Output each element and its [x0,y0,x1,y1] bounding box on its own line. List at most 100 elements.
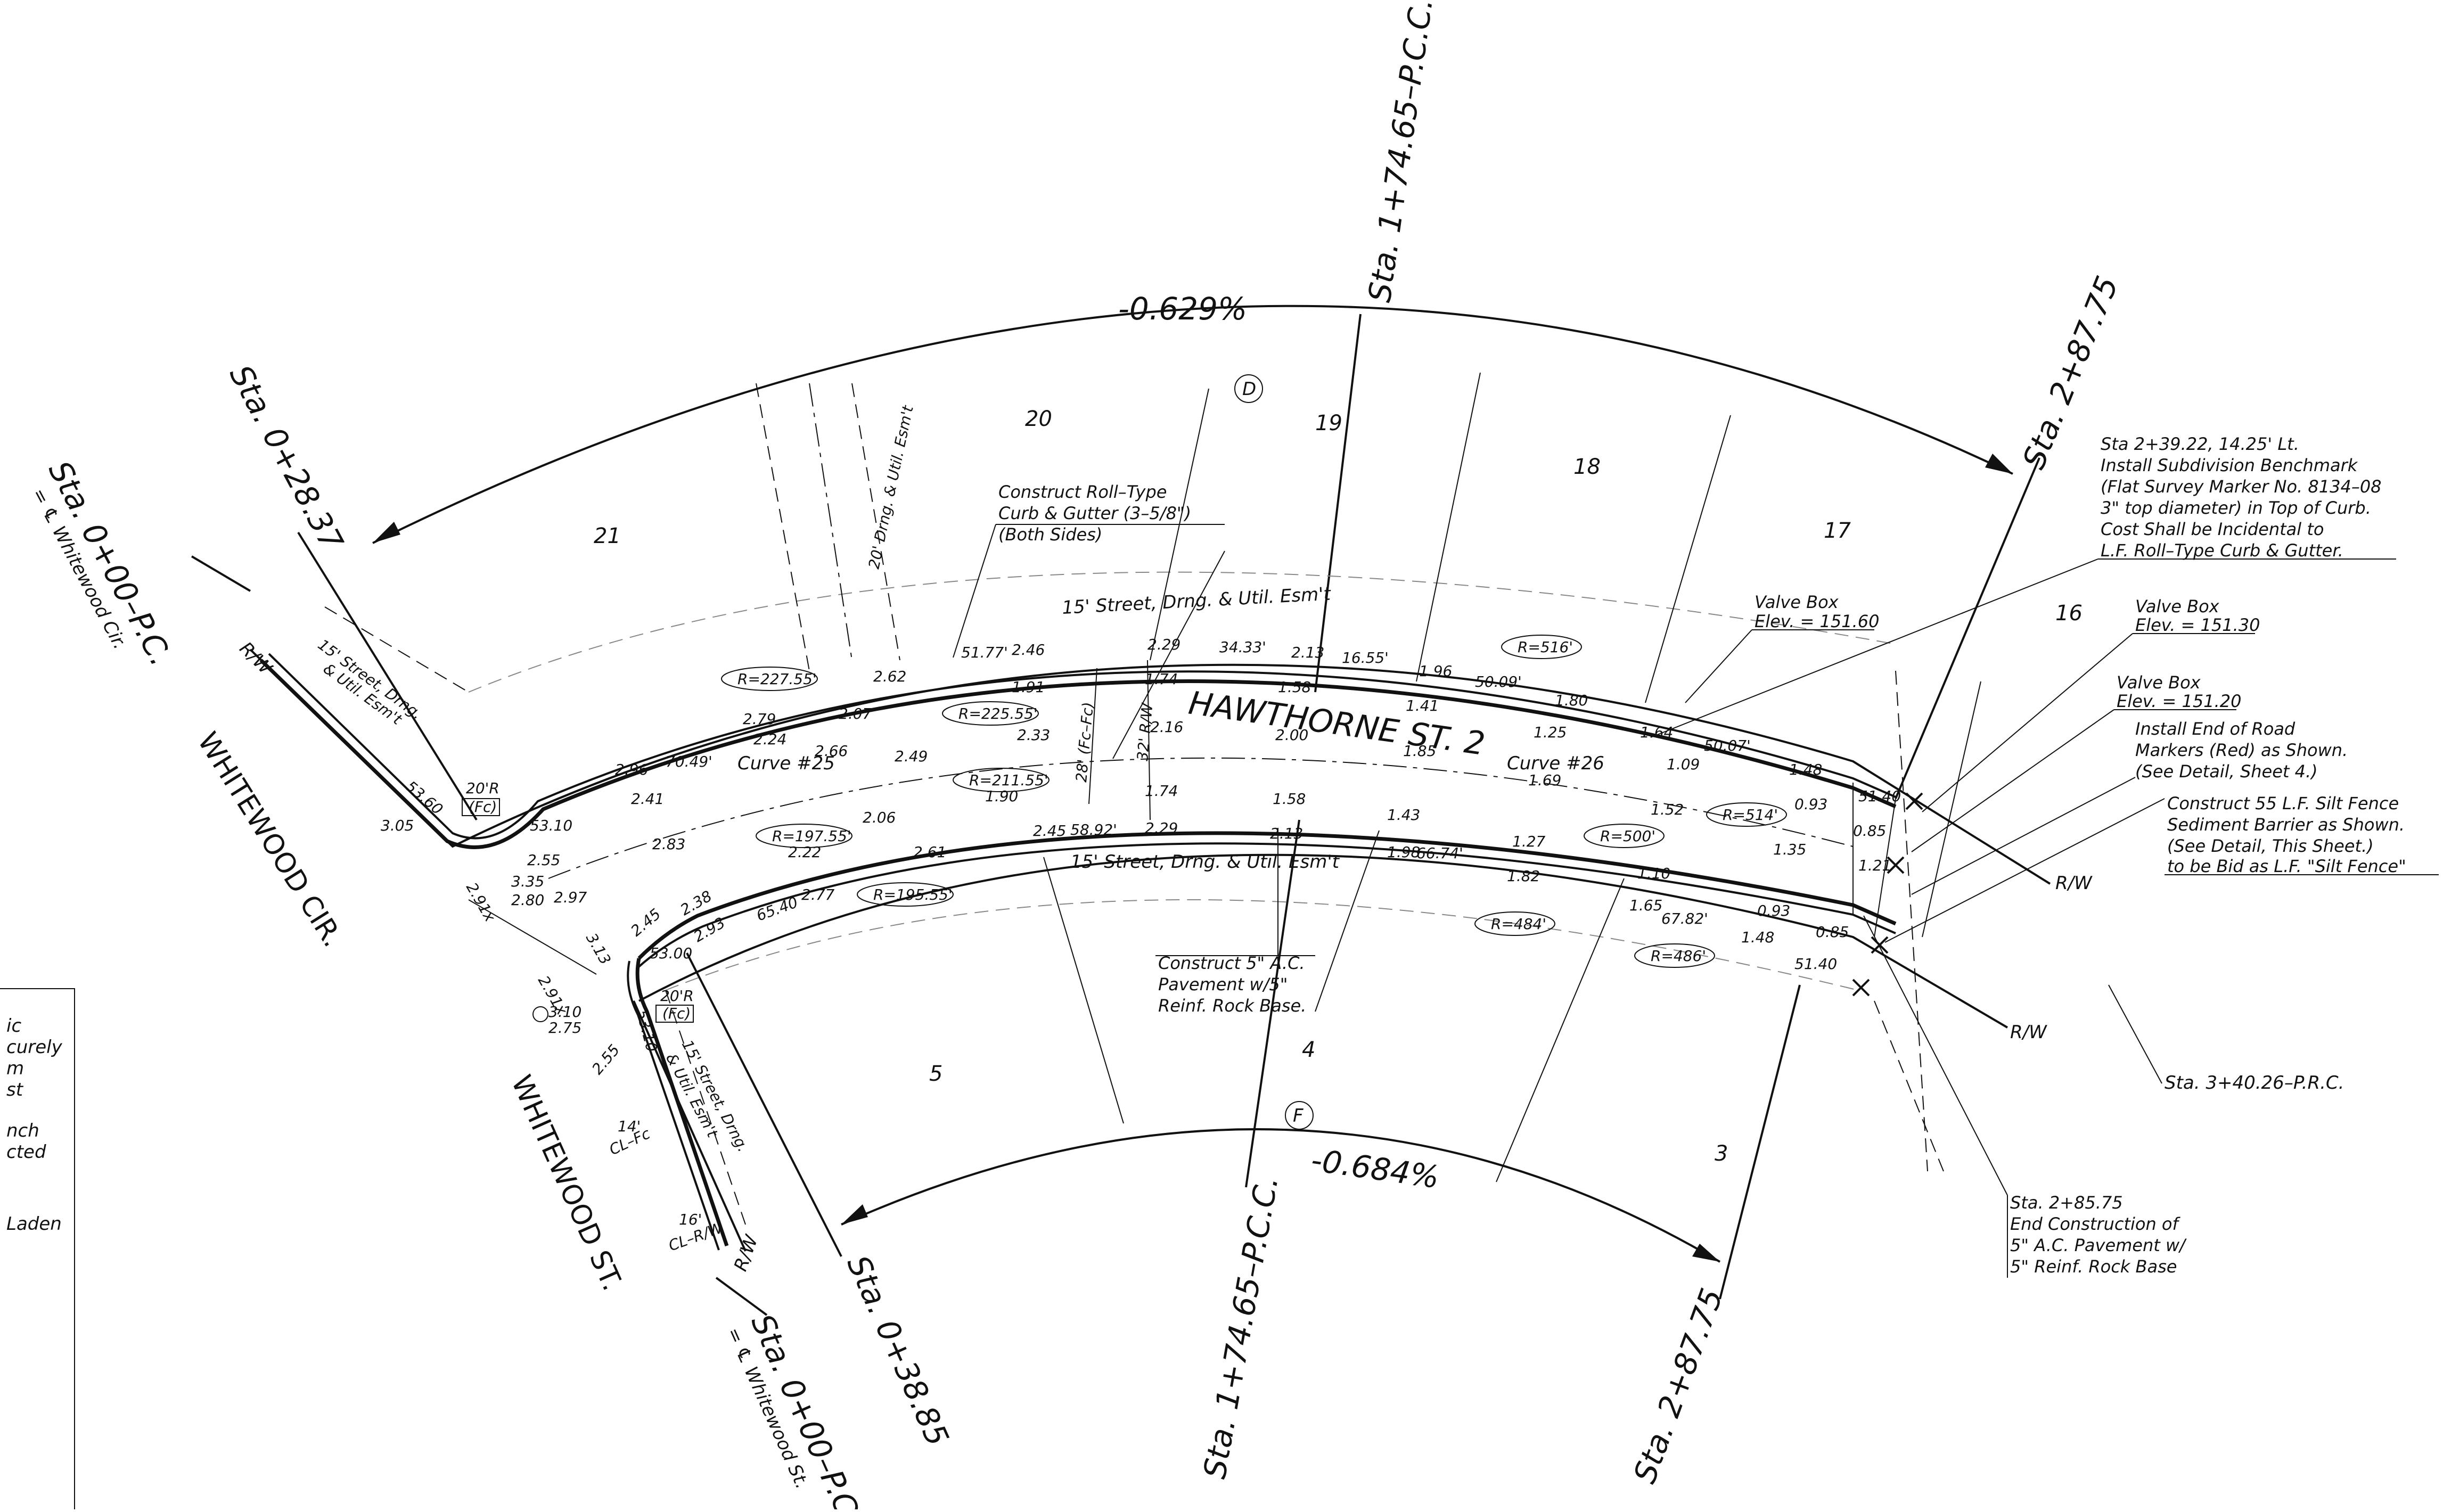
pavement-note-1: Construct 5" A.C. [1158,953,1305,973]
elev-l-11: 2.80 [511,891,544,909]
elev-bot-8: 1.65 [1629,897,1662,914]
street-whitewood-st: WHITEWOOD ST. [505,1071,628,1295]
end-note-1: Sta. 2+85.75 [2010,1193,2123,1213]
radius-486: R=486' [1651,947,1706,965]
curb-note-3: (Both Sides) [998,524,1102,545]
elev-bot-11: 51.40 [1794,955,1837,973]
elev-l-24: 2.55 [588,1041,623,1078]
elev-top-10: 1.64 [1640,724,1673,741]
elev-top-11: 50.07' [1704,737,1751,754]
marker-f: F [1293,1105,1304,1127]
elev-bot-10: 1.48 [1741,928,1774,946]
fc-top-radius: 20'R [466,779,499,797]
end-note-2: End Construction of [2010,1214,2180,1234]
curve-labels: Curve #25 Curve #26 R=227.55' R=225.55' … [721,635,1787,968]
station-0-28-37: Sta. 0+28.37 [223,359,350,557]
curb-gutter [259,653,1897,1251]
elev-top-12: 1.48 [1789,761,1822,778]
radius-516: R=516' [1518,638,1573,656]
benchmark-note-3: (Flat Survey Marker No. 8134–08 [2101,476,2382,497]
legend-fragment-7: Laden [6,1213,62,1235]
legend-fragment-3: m [6,1058,24,1079]
elev-cl-3: 2.33 [1017,726,1050,744]
curve-26-label: Curve #26 [1507,753,1604,774]
station-lines [191,314,2040,1316]
circle-markers: D F [1234,374,1314,1130]
elev-bot-5: 1.98 [1387,843,1420,861]
end-road-markers [1852,792,1923,997]
elev-cl-8: 1.52 [1651,801,1684,818]
elev-ti-10: 0.93 [1794,795,1827,813]
spot-elevations-top: 51.77' 2.46 2.29 34.33' 2.13 16.55' 1.96… [961,636,1901,805]
elev-bot-2: 58.92' [1070,821,1117,839]
rw-label-right-bottom: R/W [2010,1022,2047,1043]
elev-l-3: 2.24 [753,730,786,748]
legend-fragment-6: cted [6,1141,46,1163]
elev-ti-8: 1.25 [1534,724,1567,741]
callout-benchmark: Sta 2+39.22, 14.25' Lt. Install Subdivis… [1650,434,2396,738]
top-grade-arc [372,305,2013,544]
benchmark-note-1: Sta 2+39.22, 14.25' Lt. [2101,434,2299,454]
silt-note-2: Sediment Barrier as Shown. [2167,815,2405,835]
callout-valve-2: Valve Box Elev. = 151.30 [1922,596,2260,812]
radius-225-55: R=225.55' [958,705,1038,722]
elev-top-2: 2.46 [1012,641,1045,659]
elev-ti-9: 1.09 [1667,755,1700,773]
elev-l-19: 53.00 [650,944,692,962]
elev-ti-5: 1.74 [1145,670,1178,688]
rw-label-right-top: R/W [2055,873,2093,894]
elev-top-7: 1.96 [1419,662,1452,680]
lot-18: 18 [1573,455,1601,479]
lot-16: 16 [2055,601,2083,626]
marker-d: D [1242,379,1256,400]
centerline [468,757,1854,975]
elev-bot-4: 2.13 [1270,825,1303,842]
elev-l-5: 2.83 [652,835,685,853]
elev-bi-5: 1.74 [1145,782,1178,800]
markers-note-3: (See Detail, Sheet 4.) [2135,761,2318,782]
rw-label-top-left: R/W [235,638,277,679]
callout-curb: Construct Roll–Type Curb & Gutter (3–5/8… [953,482,1225,759]
silt-note-1: Construct 55 L.F. Silt Fence [2167,793,2399,813]
elev-top-8: 50.09' [1475,673,1522,691]
lot-3: 3 [1715,1141,1728,1166]
fc-bot-radius: 20'R [660,987,694,1005]
elev-l-22: 2.75 [548,1019,581,1037]
valve-2-title: Valve Box [2135,596,2220,617]
elev-top-4: 34.33' [1219,638,1266,656]
callout-valve-1: Valve Box Elev. = 151.60 [1685,592,1879,703]
elev-ti-3: 2.07 [839,705,872,722]
easement-bottom: 15' Street, Drng. & Util. Esm't [1070,851,1340,873]
station-1-74-65-top: Sta. 1+74.65–P.C.C. [1362,0,1440,305]
elev-l-18: 2.45 [627,905,664,940]
legend-box: ic curely m st nch cted Laden [0,988,75,1509]
street-names: HAWTHORNE ST. 2 WHITEWOOD CIR. WHITEWOOD… [191,685,1487,1296]
elev-top-1: 51.77' [961,644,1008,661]
elev-ti-7: 1.41 [1406,697,1439,714]
callout-silt-fence: Construct 55 L.F. Silt Fence Sediment Ba… [1884,793,2439,943]
valve-2-elev: Elev. = 151.30 [2135,615,2260,635]
benchmark-note-6: L.F. Roll–Type Curb & Gutter. [2101,540,2343,561]
elev-bi-3: 2.22 [788,843,821,861]
elev-l-25: 2.91x [535,973,571,1018]
valve-3-elev: Elev. = 151.20 [2117,691,2241,711]
station-3-40-26: Sta. 3+40.26–P.R.C. [2165,1072,2344,1094]
station-1-74-65-bottom: Sta. 1+74.65–P.C.C. [1196,1173,1285,1482]
elev-l-14: 53.60 [403,777,447,818]
radius-197-55: R=197.55' [772,827,851,845]
markers-note-2: Markers (Red) as Shown. [2135,740,2348,760]
grade-arcs: -0.629% -0.684% [372,291,2013,1263]
elev-ti-4: 1.91 [1012,678,1045,696]
lot-5: 5 [929,1062,942,1086]
radius-227-55: R=227.55' [737,670,817,688]
elev-bot-1: 2.45 [1033,822,1066,840]
elev-bot-3: 2.29 [1145,819,1178,837]
spot-elevations-bottom: 2.45 58.92' 2.29 2.13 1.98 66.74' 1.82 1… [1033,819,1837,973]
radius-211-55: R=211.55' [969,771,1048,789]
radius-484: R=484' [1491,915,1546,933]
silt-note-3: (See Detail, This Sheet.) [2167,836,2374,856]
benchmark-note-4: 3" top diameter) in Top of Curb. [2101,498,2371,518]
elev-bi-9: 1.10 [1637,865,1670,882]
